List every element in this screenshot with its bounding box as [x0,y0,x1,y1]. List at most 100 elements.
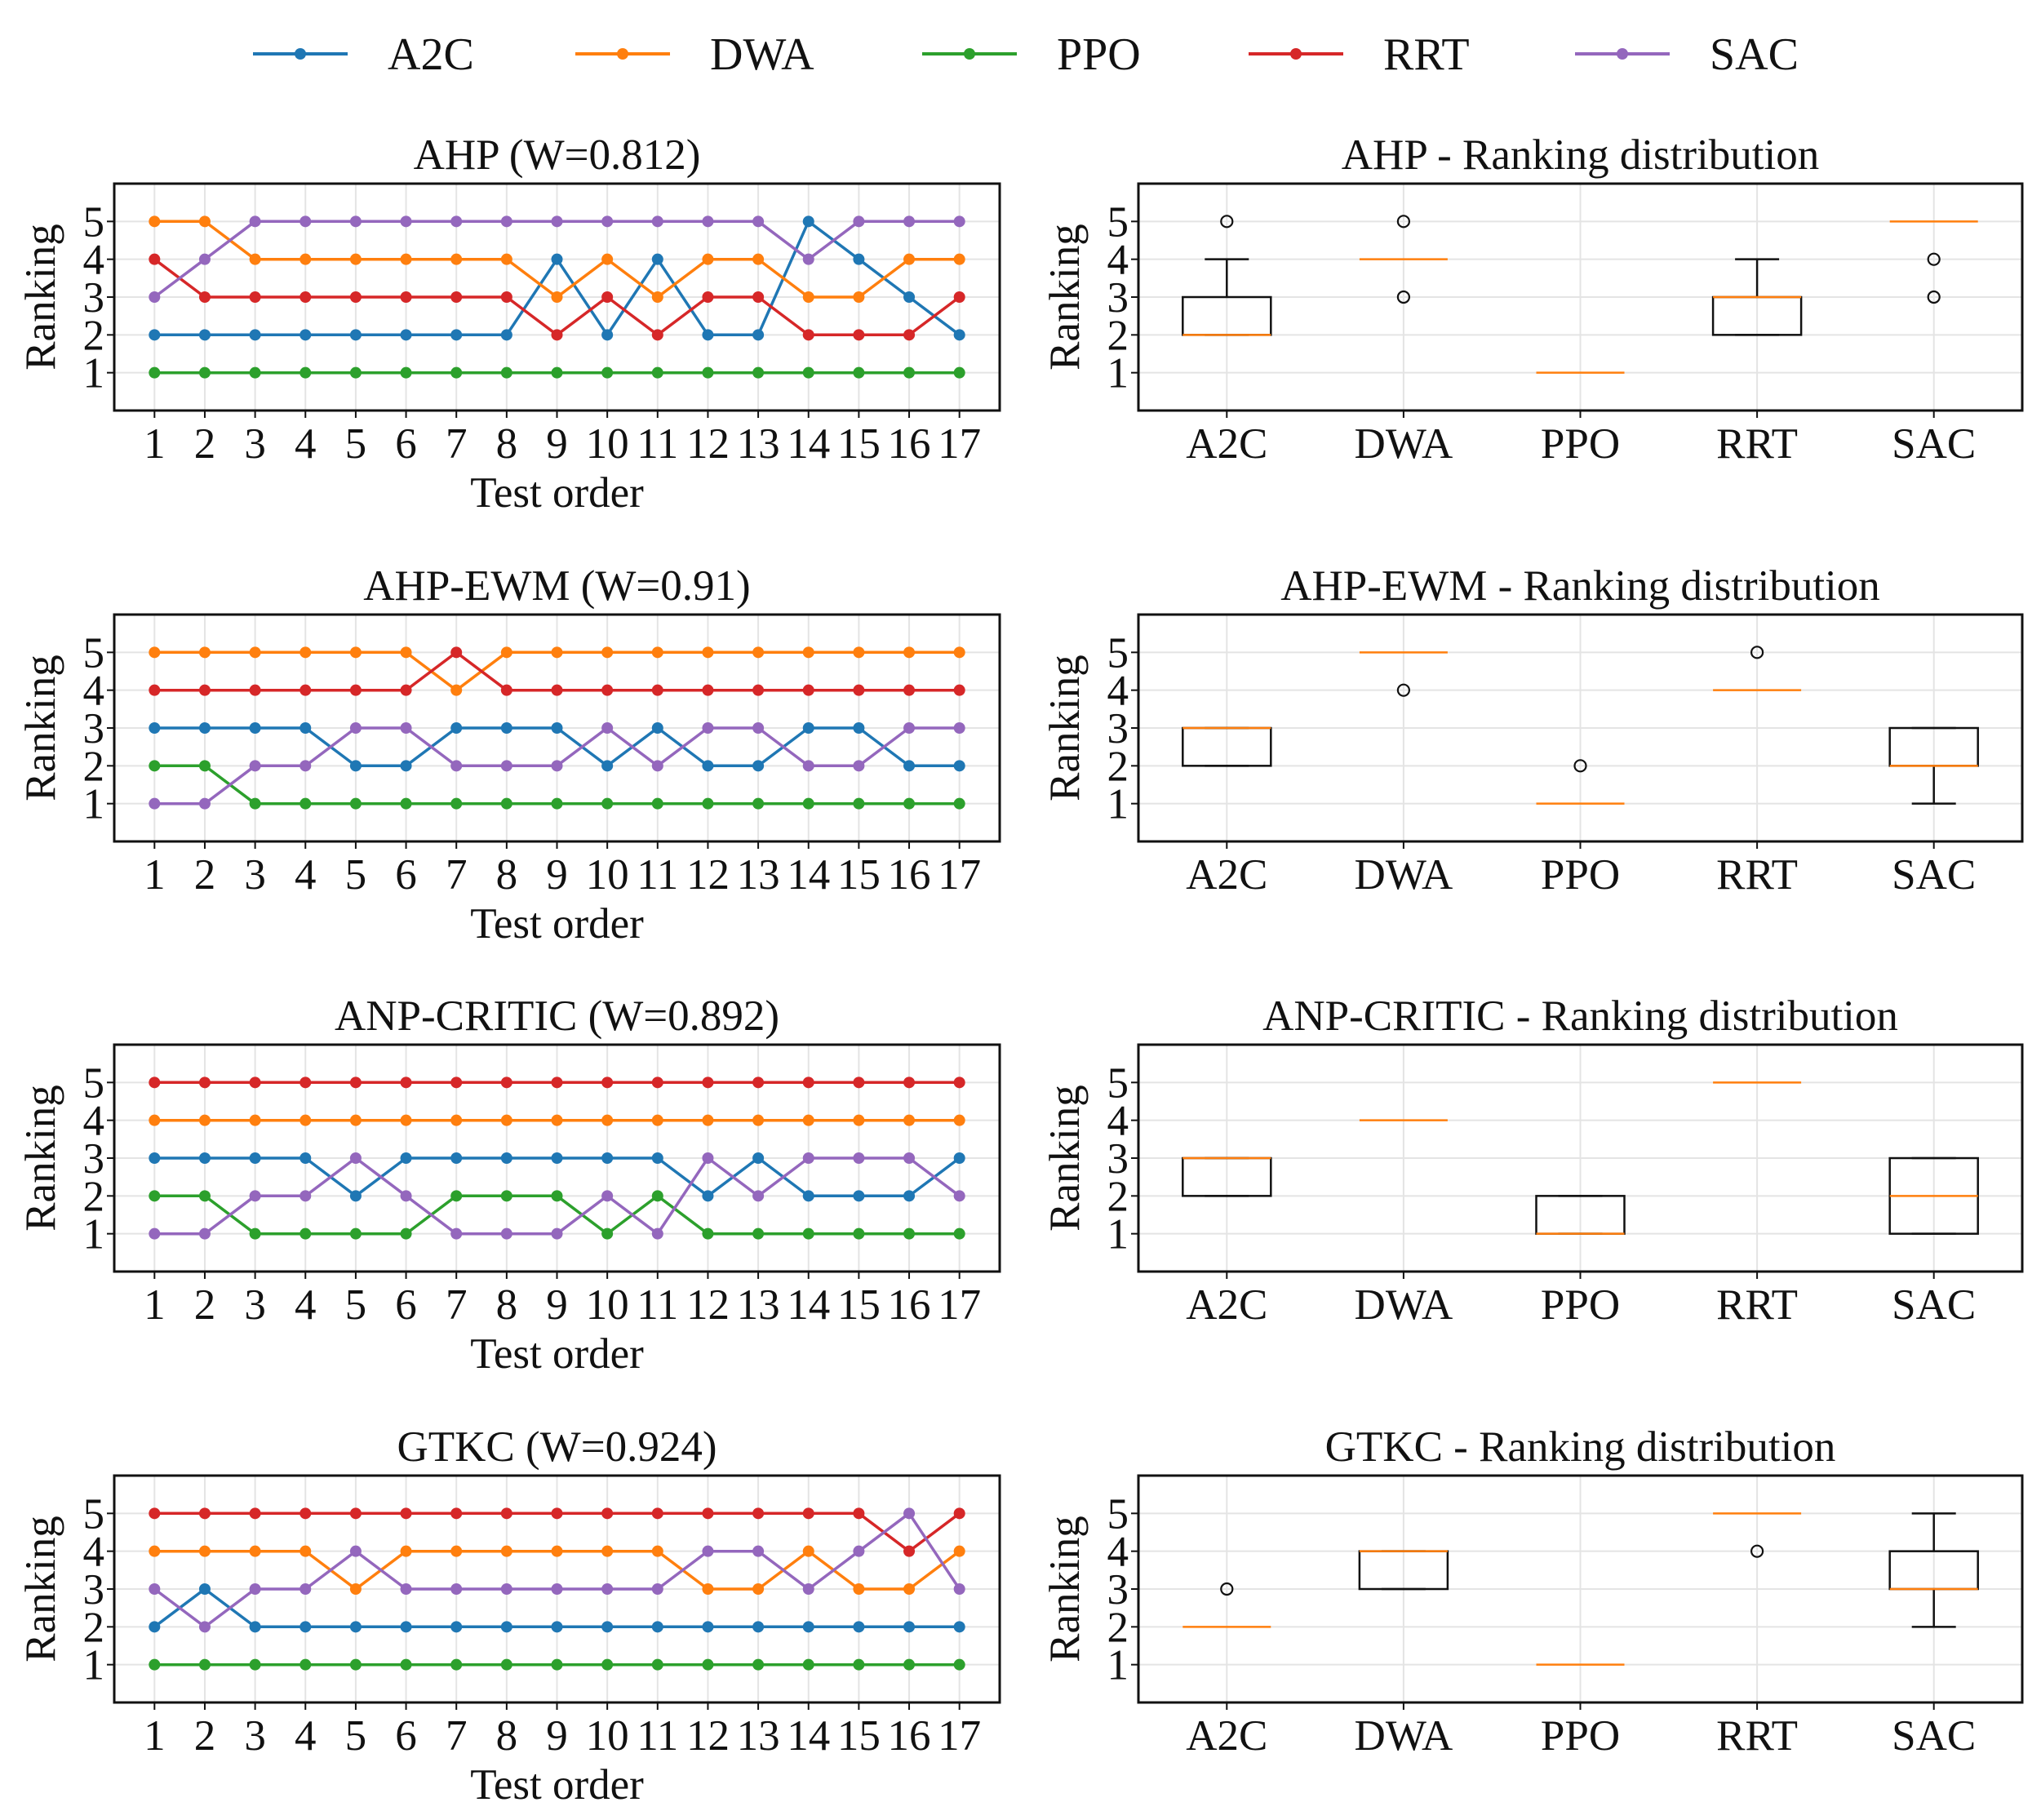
x-tick-label: 14 [787,851,830,899]
legend-entry-sac: SAC [1575,29,1799,80]
x-tick-label: 12 [686,420,730,468]
data-point [149,760,161,772]
data-point [299,253,312,265]
x-tick-label: RRT [1716,1281,1798,1329]
data-point [551,1621,563,1633]
data-point [299,1621,312,1633]
data-point [450,1190,463,1202]
x-tick-label: 5 [345,1281,367,1329]
data-point [299,646,312,659]
data-point [903,1621,916,1633]
data-point [400,1621,412,1633]
data-point [500,366,512,379]
data-point [299,760,312,772]
data-point [651,253,663,265]
y-tick-label: 5 [1107,1059,1129,1107]
data-point [903,1583,916,1595]
data-point [601,1227,614,1240]
x-ticks: 1 2 3 4 5 6 7 8 9 10 11 12 13 14 15 16 17 [144,411,981,468]
data-point [198,1621,211,1633]
data-point [500,291,512,303]
y-tick-label: 4 [1107,237,1129,284]
x-tick-label: 5 [345,851,367,899]
y-tick-label: 2 [83,1173,105,1220]
legend-marker [964,48,975,60]
x-tick-label: 9 [546,1281,568,1329]
data-point [551,215,563,228]
data-point [149,1227,161,1240]
data-point [551,1507,563,1520]
data-point [601,797,614,810]
data-point [953,1545,965,1557]
outlier-point [1927,252,1941,266]
data-point [702,1545,714,1557]
x-ticks: A2C DWA PPO RRT SAC [1186,1272,1976,1329]
data-point [500,1507,512,1520]
data-point [400,329,412,341]
y-tick-label: 5 [1107,1490,1129,1538]
x-tick-label: SAC [1892,420,1976,468]
x-tick-label: A2C [1186,1712,1267,1760]
y-tick-label: 1 [1107,781,1129,828]
data-point [752,1658,765,1671]
box-dwa [1359,215,1448,304]
data-point [953,1583,965,1595]
data-point [903,1152,916,1164]
outlier-point [1750,1544,1764,1558]
data-point [651,1545,663,1557]
data-point [551,253,563,265]
x-tick-label: A2C [1186,1281,1267,1329]
data-point [249,1190,261,1202]
series-sac [149,215,965,303]
data-point [903,1114,916,1126]
series-ppo [149,366,965,379]
x-ticks: A2C DWA PPO RRT SAC [1186,1702,1976,1760]
x-ticks: A2C DWA PPO RRT SAC [1186,411,1976,468]
y-tick-label: 4 [83,1529,105,1576]
data-point [198,291,211,303]
outlier-point [1927,290,1941,304]
series-rrt [149,253,965,341]
data-point [601,1076,614,1089]
data-point [450,646,463,659]
series-rrt [149,1507,965,1557]
data-point [450,1621,463,1633]
data-point [853,1507,865,1520]
data-point [953,1114,965,1126]
x-tick-label: 11 [637,1281,678,1329]
y-tick-label: 3 [1107,274,1129,322]
data-point [702,291,714,303]
x-tick-label: 11 [637,851,678,899]
data-point [349,1190,362,1202]
x-tick-label: SAC [1892,851,1976,899]
y-tick-label: 5 [83,1059,105,1107]
data-point [903,1076,916,1089]
data-point [953,1076,965,1089]
x-tick-label: 6 [395,851,417,899]
box-ppo [1536,759,1625,805]
series-dwa [149,646,965,696]
data-point [953,329,965,341]
outlier-point [1396,290,1411,304]
data-point [651,797,663,810]
y-tick-label: 3 [83,705,105,752]
data-point [551,1658,563,1671]
data-point [601,366,614,379]
x-tick-label: 13 [737,851,780,899]
data-point [198,1076,211,1089]
data-point [149,646,161,659]
y-tick-label: 5 [83,629,105,677]
y-axis-label: Ranking [1041,655,1089,801]
data-point [349,215,362,228]
x-tick-label: 1 [144,1712,166,1760]
outlier-point [1396,683,1411,697]
y-tick-label: 5 [83,1490,105,1538]
data-point [601,215,614,228]
data-point [702,1227,714,1240]
legend-marker [1617,48,1628,60]
